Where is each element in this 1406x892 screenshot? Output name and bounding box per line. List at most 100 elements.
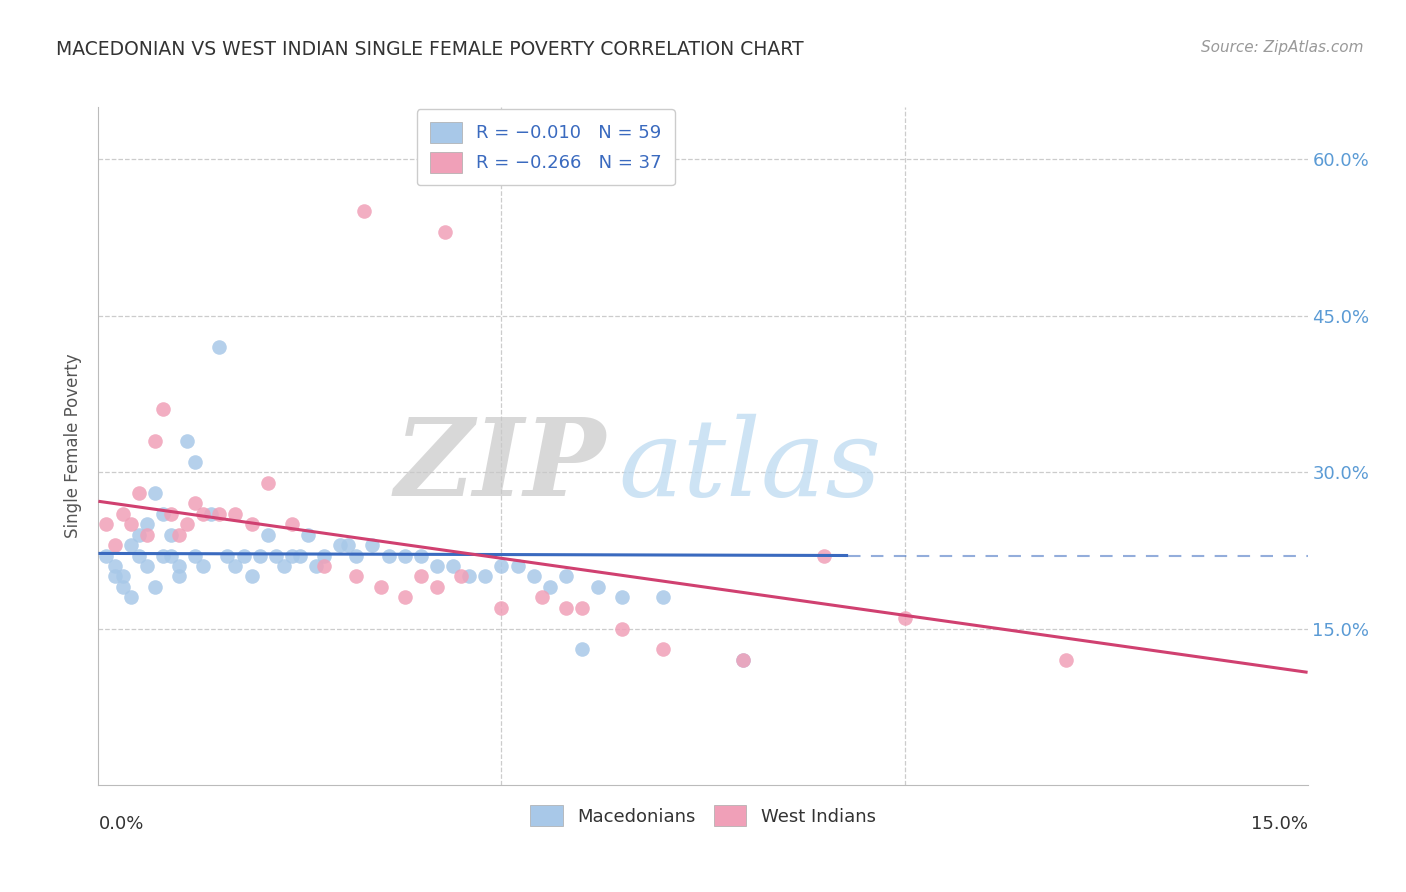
Point (120, 591, 142, 605)
Point (135, 558, 157, 573)
Point (103, 569, 125, 583)
Point (733, 653, 755, 667)
Point (893, 611, 915, 625)
Point (224, 507, 246, 521)
Point (167, 569, 190, 583)
Point (240, 569, 263, 583)
Point (370, 580, 392, 594)
Point (305, 558, 328, 573)
Point (167, 527, 190, 541)
Point (555, 569, 578, 583)
Point (160, 527, 183, 541)
Point (441, 558, 464, 573)
Point (506, 558, 529, 573)
Point (176, 517, 198, 532)
Text: 0.0%: 0.0% (98, 815, 143, 833)
Point (314, 549, 336, 563)
Point (256, 475, 278, 490)
Point (160, 507, 183, 521)
Point (176, 434, 198, 448)
Point (538, 580, 561, 594)
Point (273, 558, 295, 573)
Point (530, 591, 553, 605)
Point (394, 549, 416, 563)
Point (1054, 653, 1077, 667)
Point (353, 204, 375, 219)
Point (491, 558, 513, 573)
Point (208, 507, 231, 521)
Point (586, 580, 609, 594)
Point (103, 538, 125, 552)
Point (240, 517, 263, 532)
Point (184, 549, 207, 563)
Point (103, 558, 125, 573)
Point (281, 549, 304, 563)
Point (111, 580, 134, 594)
Point (651, 642, 673, 657)
Point (120, 538, 142, 552)
Point (409, 549, 432, 563)
Point (152, 507, 174, 521)
Point (458, 569, 481, 583)
Point (555, 600, 578, 615)
Point (111, 569, 134, 583)
Point (651, 591, 673, 605)
Point (232, 549, 254, 563)
Point (394, 591, 416, 605)
Point (377, 549, 399, 563)
Point (314, 558, 336, 573)
Point (135, 517, 157, 532)
Point (143, 434, 166, 448)
Point (217, 549, 239, 563)
Point (208, 340, 231, 354)
Point (474, 569, 496, 583)
Point (184, 496, 207, 510)
Point (813, 549, 835, 563)
Point (297, 527, 319, 541)
Point (361, 538, 384, 552)
Point (128, 549, 150, 563)
Point (571, 642, 593, 657)
Point (152, 549, 174, 563)
Point (120, 517, 142, 532)
Point (96, 517, 118, 532)
Point (329, 538, 352, 552)
Point (571, 600, 593, 615)
Point (281, 517, 304, 532)
Point (733, 653, 755, 667)
Point (167, 558, 190, 573)
Text: Source: ZipAtlas.com: Source: ZipAtlas.com (1201, 40, 1364, 55)
Point (143, 580, 166, 594)
Point (135, 527, 157, 541)
Point (426, 558, 449, 573)
Point (152, 402, 174, 417)
Legend: Macedonians, West Indians: Macedonians, West Indians (519, 795, 887, 837)
Text: MACEDONIAN VS WEST INDIAN SINGLE FEMALE POVERTY CORRELATION CHART: MACEDONIAN VS WEST INDIAN SINGLE FEMALE … (56, 40, 804, 59)
Text: atlas: atlas (619, 414, 882, 519)
Point (128, 527, 150, 541)
Point (426, 580, 449, 594)
Point (337, 538, 360, 552)
Point (523, 569, 546, 583)
Point (111, 507, 134, 521)
Text: 15.0%: 15.0% (1250, 815, 1308, 833)
Point (249, 549, 271, 563)
Point (434, 225, 457, 239)
Point (193, 507, 215, 521)
Point (612, 591, 634, 605)
Point (450, 569, 472, 583)
Point (264, 549, 287, 563)
Point (96, 549, 118, 563)
Point (256, 527, 278, 541)
Point (344, 569, 367, 583)
Point (612, 622, 634, 636)
Point (160, 549, 183, 563)
Point (128, 486, 150, 500)
Point (288, 549, 311, 563)
Point (193, 558, 215, 573)
Point (344, 549, 367, 563)
Point (143, 486, 166, 500)
Point (491, 600, 513, 615)
Text: ZIP: ZIP (395, 413, 606, 519)
Point (409, 569, 432, 583)
